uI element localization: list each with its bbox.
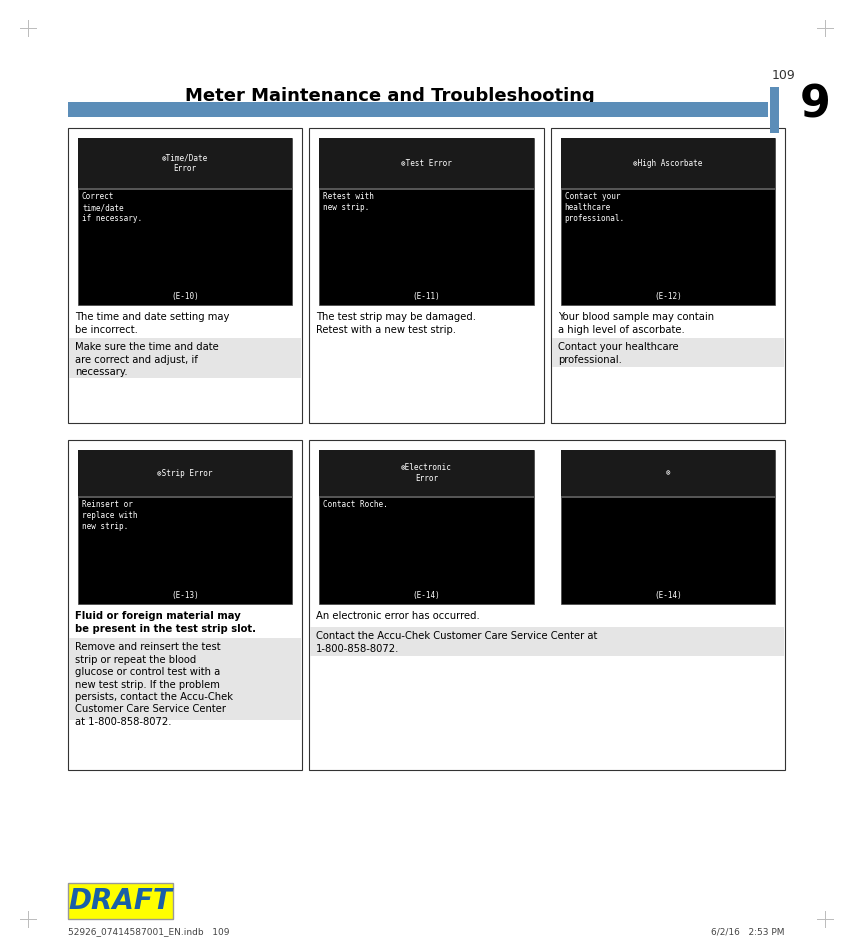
Bar [769, 87, 778, 133]
Text: The time and date setting may
be incorrect.: The time and date setting may be incorre… [75, 313, 229, 334]
Text: (E-13): (E-13) [171, 591, 199, 600]
Text: 9: 9 [798, 83, 830, 126]
Text: Meter Maintenance and Troubleshooting: Meter Maintenance and Troubleshooting [185, 87, 594, 105]
Bar [68, 440, 302, 770]
Text: (E-12): (E-12) [653, 293, 681, 301]
Text: ⊗Time/Date
Error: ⊗Time/Date Error [162, 153, 208, 172]
Bar [78, 138, 292, 188]
Text: Reinsert or
replace with
new strip.: Reinsert or replace with new strip. [82, 500, 137, 531]
Text: ⊗High Ascorbate: ⊗High Ascorbate [632, 158, 702, 168]
Text: Your blood sample may contain
a high level of ascorbate.: Your blood sample may contain a high lev… [557, 313, 713, 334]
Text: (E-14): (E-14) [653, 591, 681, 600]
Bar [560, 138, 774, 188]
Bar [78, 188, 292, 189]
Bar [69, 638, 301, 720]
Bar [310, 627, 783, 656]
Bar [560, 450, 774, 604]
Text: 52926_07414587001_EN.indb   109: 52926_07414587001_EN.indb 109 [68, 927, 229, 937]
Bar [69, 338, 301, 378]
Bar [560, 188, 774, 189]
Bar [319, 496, 533, 498]
Text: Fluid or foreign material may
be present in the test strip slot.: Fluid or foreign material may be present… [75, 612, 256, 634]
Bar [78, 496, 292, 498]
Bar [78, 138, 292, 305]
Text: An electronic error has occurred.: An electronic error has occurred. [316, 612, 480, 621]
Text: Remove and reinsert the test
strip or repeat the blood
glucose or control test w: Remove and reinsert the test strip or re… [75, 642, 233, 726]
Bar [309, 128, 543, 423]
Text: Retest with
new strip.: Retest with new strip. [323, 192, 374, 212]
Text: ⊗Strip Error: ⊗Strip Error [158, 469, 213, 477]
Bar [560, 138, 774, 305]
Text: Contact Roche.: Contact Roche. [323, 500, 388, 509]
Bar [78, 450, 292, 604]
Text: Contact your
healthcare
professional.: Contact your healthcare professional. [564, 192, 624, 223]
Bar [68, 128, 302, 423]
Bar [319, 138, 533, 188]
Text: 6/2/16   2:53 PM: 6/2/16 2:53 PM [711, 927, 784, 937]
Bar [309, 440, 784, 770]
Text: The test strip may be damaged.
Retest with a new test strip.: The test strip may be damaged. Retest wi… [316, 313, 475, 334]
Bar [560, 496, 774, 498]
Text: ⊗Test Error: ⊗Test Error [400, 158, 452, 168]
Text: ⊗Electronic
Error: ⊗Electronic Error [400, 463, 452, 483]
Text: Contact your healthcare
professional.: Contact your healthcare professional. [557, 342, 677, 365]
Bar [68, 883, 173, 919]
Bar [550, 128, 784, 423]
Bar [319, 450, 533, 604]
Text: DRAFT: DRAFT [68, 887, 172, 915]
Text: Make sure the time and date
are correct and adjust, if
necessary.: Make sure the time and date are correct … [75, 342, 218, 377]
Text: (E-11): (E-11) [412, 293, 440, 301]
Bar [319, 450, 533, 496]
Bar [551, 338, 783, 367]
Text: Correct
time/date
if necessary.: Correct time/date if necessary. [82, 192, 142, 223]
Text: Contact the Accu-Chek Customer Care Service Center at
1-800-858-8072.: Contact the Accu-Chek Customer Care Serv… [316, 632, 597, 653]
Bar [68, 102, 767, 117]
Bar [319, 188, 533, 189]
Bar [560, 450, 774, 496]
Bar [78, 450, 292, 496]
Text: (E-10): (E-10) [171, 293, 199, 301]
Text: 109: 109 [770, 68, 794, 81]
Text: (E-14): (E-14) [412, 591, 440, 600]
Bar [319, 138, 533, 305]
Text: ⊗: ⊗ [665, 469, 670, 477]
